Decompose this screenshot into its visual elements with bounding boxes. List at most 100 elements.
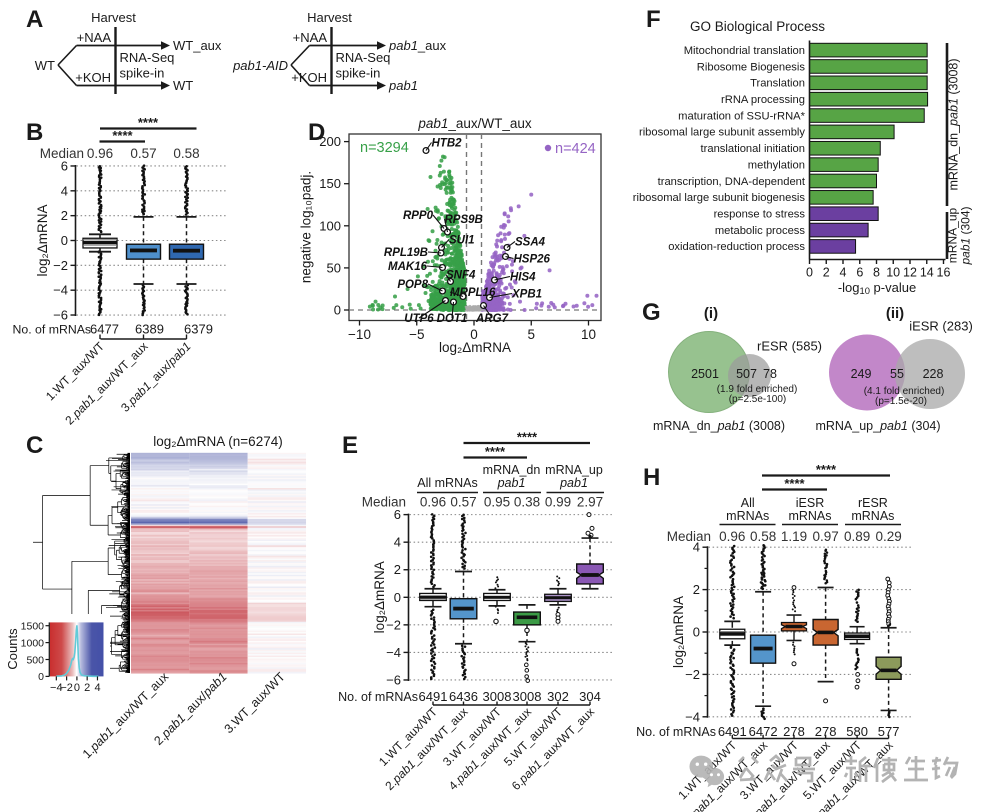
svg-text:D: D <box>308 119 325 146</box>
svg-text:10: 10 <box>886 266 900 280</box>
svg-text:(p=2.5e-100): (p=2.5e-100) <box>729 394 787 405</box>
svg-text:(ii): (ii) <box>886 305 904 322</box>
svg-text:12: 12 <box>903 266 917 280</box>
svg-text:0.95: 0.95 <box>484 495 510 510</box>
svg-text:iESR: iESR <box>796 496 824 510</box>
svg-text:pab1: pab1 <box>497 476 526 490</box>
svg-text:negative log₁₀padj.: negative log₁₀padj. <box>299 171 314 283</box>
svg-text:WT: WT <box>173 78 193 93</box>
svg-text:3008: 3008 <box>513 689 542 704</box>
svg-text:50: 50 <box>327 260 341 275</box>
svg-text:+KOH: +KOH <box>75 70 111 85</box>
svg-text:507: 507 <box>736 367 757 381</box>
svg-text:H: H <box>643 464 660 491</box>
svg-text:GO Biological Process: GO Biological Process <box>690 19 825 34</box>
svg-text:(i): (i) <box>704 305 718 322</box>
svg-text:RNA-Seq: RNA-Seq <box>336 50 391 65</box>
svg-text:577: 577 <box>878 724 900 739</box>
svg-text:MRPL16: MRPL16 <box>450 287 496 299</box>
svg-text:0: 0 <box>470 327 478 342</box>
svg-text:2: 2 <box>823 266 830 280</box>
svg-text:150: 150 <box>319 176 341 191</box>
svg-text:5: 5 <box>527 327 535 342</box>
svg-text:6379: 6379 <box>184 322 213 337</box>
svg-text:SNF4: SNF4 <box>446 270 476 282</box>
svg-text:Harvest: Harvest <box>91 10 136 25</box>
svg-text:No. of mRNAs: No. of mRNAs <box>636 725 716 739</box>
svg-text:0.89: 0.89 <box>844 529 870 544</box>
svg-text:HIS4: HIS4 <box>510 272 536 284</box>
svg-text:0.96: 0.96 <box>420 495 446 510</box>
svg-text:Median: Median <box>667 529 711 544</box>
svg-text:mRNA_up: mRNA_up <box>545 463 603 477</box>
svg-text:RPL19B: RPL19B <box>384 247 428 259</box>
svg-text:****: **** <box>138 115 159 130</box>
svg-text:****: **** <box>485 444 506 459</box>
svg-text:UTP6: UTP6 <box>404 313 434 325</box>
svg-text:302: 302 <box>547 689 569 704</box>
svg-text:All: All <box>741 496 755 510</box>
svg-text:E: E <box>342 432 358 459</box>
svg-text:spike-in: spike-in <box>120 66 165 81</box>
svg-text:0: 0 <box>61 233 68 248</box>
svg-text:pab1-AID: pab1-AID <box>232 58 288 73</box>
svg-text:mRNA_dn_pab1 (3008): mRNA_dn_pab1 (3008) <box>947 58 961 190</box>
svg-text:−4: −4 <box>685 709 700 724</box>
svg-text:4: 4 <box>61 183 68 198</box>
svg-text:0.96: 0.96 <box>87 146 113 161</box>
svg-text:55: 55 <box>890 367 904 381</box>
svg-text:ribosomal large subunit assemb: ribosomal large subunit assembly <box>639 127 805 139</box>
svg-text:log₂ΔmRNA: log₂ΔmRNA <box>671 596 686 668</box>
svg-text:0: 0 <box>693 625 700 640</box>
svg-text:0.58: 0.58 <box>173 146 199 161</box>
svg-text:0.99: 0.99 <box>545 495 571 510</box>
svg-text:249: 249 <box>851 367 872 381</box>
svg-text:Median: Median <box>362 495 406 510</box>
svg-text:All mRNAs: All mRNAs <box>417 476 477 490</box>
svg-text:500: 500 <box>26 654 44 666</box>
svg-text:0.97: 0.97 <box>812 529 838 544</box>
svg-text:transcription, DNA-dependent: transcription, DNA-dependent <box>658 176 806 188</box>
svg-text:8: 8 <box>873 266 880 280</box>
svg-text:580: 580 <box>846 724 868 739</box>
svg-text:−5: −5 <box>409 327 424 342</box>
svg-text:log₂ΔmRNA (n=6274): log₂ΔmRNA (n=6274) <box>153 434 282 449</box>
svg-text:0: 0 <box>74 682 80 694</box>
svg-text:+KOH: +KOH <box>291 70 327 85</box>
svg-text:16: 16 <box>937 266 951 280</box>
svg-text:(1.9 fold enriched): (1.9 fold enriched) <box>717 384 798 395</box>
svg-text:rRNA processing: rRNA processing <box>721 94 805 106</box>
svg-text:pab1_aux/WT_aux: pab1_aux/WT_aux <box>417 116 532 131</box>
svg-text:(4.1 fold enriched): (4.1 fold enriched) <box>864 386 945 397</box>
svg-text:pab1: pab1 <box>559 476 588 490</box>
svg-text:spike-in: spike-in <box>336 66 381 81</box>
svg-text:−4: −4 <box>50 682 63 694</box>
svg-text:****: **** <box>112 128 133 143</box>
svg-text:pab1: pab1 <box>388 78 418 93</box>
svg-text:6: 6 <box>856 266 863 280</box>
svg-text:78: 78 <box>763 367 777 381</box>
svg-text:3.WT_aux/WT: 3.WT_aux/WT <box>222 669 289 736</box>
svg-text:228: 228 <box>923 367 944 381</box>
svg-text:SUI1: SUI1 <box>449 235 475 247</box>
svg-text:SSA4: SSA4 <box>515 237 546 249</box>
svg-text:HTB2: HTB2 <box>432 138 463 150</box>
svg-text:n=3294: n=3294 <box>360 140 409 156</box>
svg-text:XPB1: XPB1 <box>511 289 542 301</box>
svg-text:0.57: 0.57 <box>450 495 476 510</box>
svg-text:10: 10 <box>581 327 596 342</box>
svg-text:0.58: 0.58 <box>750 529 776 544</box>
svg-text:0: 0 <box>38 671 44 683</box>
svg-text:0.29: 0.29 <box>875 529 901 544</box>
svg-text:2501: 2501 <box>691 367 719 381</box>
svg-text:278: 278 <box>815 724 837 739</box>
svg-text:mRNA_up_pab1 (304): mRNA_up_pab1 (304) <box>815 419 940 433</box>
svg-text:6: 6 <box>61 159 68 174</box>
svg-text:2: 2 <box>61 208 68 223</box>
svg-text:log₂ΔmRNA: log₂ΔmRNA <box>439 340 511 355</box>
svg-text:mRNAs: mRNAs <box>726 509 769 523</box>
svg-text:−4: −4 <box>386 645 401 660</box>
svg-text:1500: 1500 <box>21 621 45 633</box>
svg-text:****: **** <box>816 462 837 477</box>
svg-text:2: 2 <box>394 562 401 577</box>
